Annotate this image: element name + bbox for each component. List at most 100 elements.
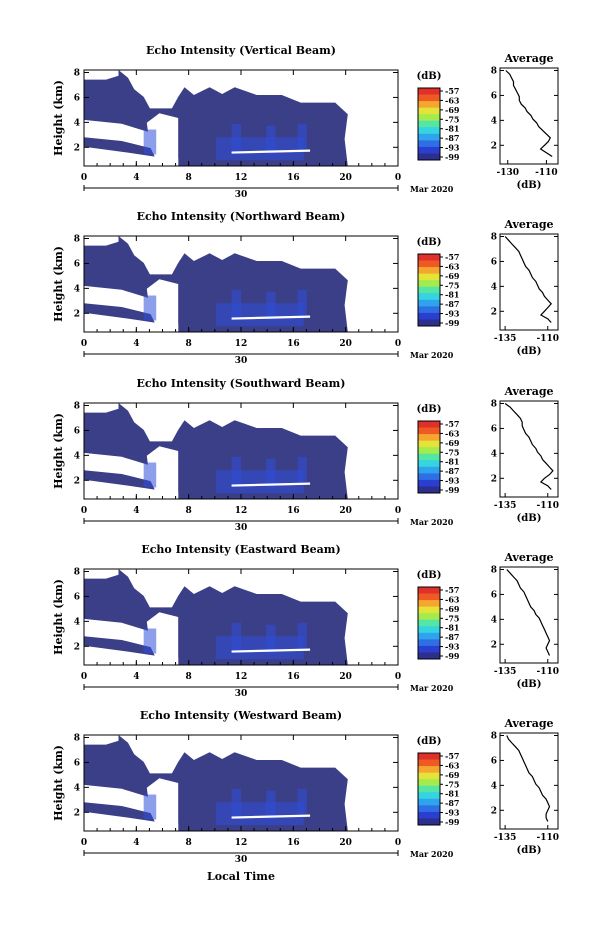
profile-x-tick-label: -135	[494, 667, 517, 677]
x-tick-label: 0	[81, 173, 87, 183]
colorbar-label: -87	[445, 466, 459, 476]
colorbar-swatch	[418, 140, 440, 148]
colorbar-label: -99	[445, 817, 460, 827]
echo-field	[84, 569, 398, 665]
colorbar-swatch	[418, 120, 440, 128]
x-tick-label: 0	[81, 672, 87, 682]
colorbar-unit: (dB)	[417, 237, 442, 248]
x-tick-label: 4	[133, 506, 139, 516]
date-month: Mar 2020	[410, 350, 454, 360]
enhanced-echo	[143, 794, 157, 820]
colorbar-label: -63	[445, 428, 460, 438]
profile-title: Average	[503, 385, 553, 398]
profile-x-tick-label: -135	[494, 334, 517, 344]
colorbar-swatch	[418, 652, 440, 660]
colorbar-swatch	[418, 280, 440, 288]
colorbar-label: -63	[445, 594, 460, 604]
colorbar-label: -93	[445, 808, 460, 818]
y-tick-label: 6	[74, 426, 80, 436]
colorbar-swatch	[418, 421, 440, 429]
colorbar-label: -87	[445, 798, 459, 808]
x-axis-label: Local Time	[207, 870, 275, 883]
bright-layer	[231, 814, 311, 819]
colorbar-label: -69	[445, 271, 460, 281]
panel-5: Echo Intensity (Westward Beam) 2 4 6 8 Height…	[52, 709, 559, 865]
colorbar-swatch	[418, 440, 440, 448]
colorbar-swatch	[418, 293, 440, 301]
profile-x-tick-label: -110	[536, 667, 559, 677]
colorbar-swatch	[418, 818, 440, 826]
panel-title: Echo Intensity (Westward Beam)	[140, 709, 342, 722]
y-tick-label: 6	[74, 592, 80, 602]
y-tick-label: 2	[74, 476, 80, 486]
colorbar-swatch	[418, 587, 440, 595]
colorbar-swatch	[418, 254, 440, 262]
colorbar-label: -93	[445, 309, 460, 319]
panel-title: Echo Intensity (Eastward Beam)	[141, 543, 340, 556]
colorbar-label: -93	[445, 476, 460, 486]
colorbar-swatch	[418, 434, 440, 442]
colorbar-label: -69	[445, 438, 460, 448]
colorbar-swatch	[418, 593, 440, 601]
date-day: 30	[235, 190, 248, 200]
colorbar-swatch	[418, 792, 440, 800]
enhanced-echo	[143, 129, 157, 155]
x-tick-label: 16	[287, 339, 300, 349]
profile-x-tick-label: -110	[536, 334, 559, 344]
colorbar-swatch	[418, 94, 440, 102]
bright-layer	[231, 482, 311, 487]
panel-title: Echo Intensity (Vertical Beam)	[146, 44, 336, 57]
colorbar-frame	[417, 87, 441, 161]
y-tick-label: 2	[74, 309, 80, 319]
no-echo-region	[84, 312, 179, 332]
profile-y-tick-label: 2	[491, 307, 497, 317]
profile-x-label: (dB)	[517, 513, 542, 524]
x-tick-label: 12	[235, 838, 248, 848]
y-tick-label: 8	[74, 733, 80, 743]
colorbar-swatch	[418, 146, 440, 154]
profile-y-tick-label: 6	[491, 756, 497, 766]
y-tick-label: 4	[74, 783, 80, 793]
colorbar-swatch	[418, 798, 440, 806]
colorbar-swatch	[418, 619, 440, 627]
no-echo-region	[84, 70, 119, 80]
profile-y-tick-label: 2	[491, 640, 497, 650]
x-tick-label: 0	[395, 506, 401, 516]
echo-field	[84, 236, 398, 332]
y-tick-label: 2	[74, 642, 80, 652]
no-echo-region	[118, 569, 398, 665]
colorbar-swatch	[418, 785, 440, 793]
profile-frame	[499, 67, 559, 165]
colorbar-label: -69	[445, 604, 460, 614]
x-tick-label: 20	[339, 339, 352, 349]
profile-x-tick-label: -110	[536, 501, 559, 511]
colorbar-unit: (dB)	[417, 71, 442, 82]
profile-x-label: (dB)	[517, 346, 542, 357]
no-echo-region	[84, 811, 179, 831]
colorbar-label: -99	[445, 485, 460, 495]
profile-y-tick-label: 6	[491, 91, 497, 101]
colorbar-label: -75	[445, 447, 459, 457]
enhanced-echo	[215, 470, 304, 494]
colorbar-frame	[417, 420, 441, 494]
profile-x-tick-label: -135	[494, 833, 517, 843]
colorbar-swatch	[418, 127, 440, 135]
colorbar-swatch	[418, 260, 440, 268]
colorbar-swatch	[418, 319, 440, 327]
profile-y-tick-label: 4	[491, 615, 497, 625]
colorbar-label: -57	[445, 585, 459, 595]
colorbar-swatch	[418, 626, 440, 634]
y-tick-label: 2	[74, 143, 80, 153]
x-tick-label: 8	[186, 173, 192, 183]
colorbar-swatch	[418, 273, 440, 281]
enhanced-echo	[143, 295, 157, 321]
panel-1: Echo Intensity (Vertical Beam) 2 4 6 8 Height…	[52, 44, 559, 200]
y-axis-label: Height (km)	[52, 745, 65, 821]
panel-title: Echo Intensity (Southward Beam)	[137, 377, 346, 390]
profile-line	[505, 70, 553, 158]
no-echo-region	[118, 70, 398, 166]
no-echo-region	[84, 403, 119, 413]
enhanced-echo	[143, 628, 157, 654]
no-echo-region	[84, 146, 179, 166]
enhanced-echo	[215, 802, 304, 826]
